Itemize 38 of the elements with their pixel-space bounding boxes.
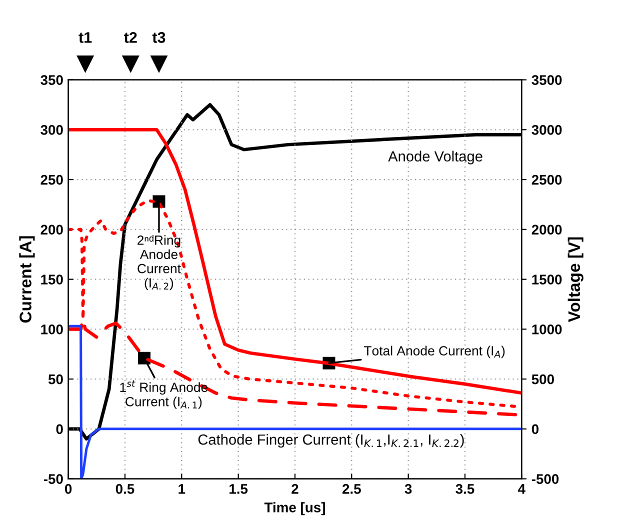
x-tick-label: 1 <box>178 484 186 494</box>
x-tick-label: 2 <box>292 484 298 494</box>
x-axis-title: Time [us] <box>264 502 325 516</box>
text: t1 <box>78 32 92 43</box>
y-tick-label: 200 <box>40 224 63 235</box>
y-axis-title: Current [A] <box>19 236 35 323</box>
y-tick-label: -50 <box>44 474 63 484</box>
y2-tick-label: -500 <box>532 474 559 484</box>
text: t2 <box>124 32 137 43</box>
y2-tick-label: 1000 <box>532 324 562 334</box>
y2-tick-label: 500 <box>532 374 554 384</box>
annotation: Anode Voltage <box>388 150 482 164</box>
x-tick-label: 0.5 <box>116 484 134 494</box>
x-tick-label: 3 <box>404 484 412 494</box>
y-tick-label: 150 <box>41 274 63 284</box>
x-tick-label: 0 <box>64 484 72 494</box>
y-tick-label: 350 <box>40 75 63 85</box>
line-series <box>68 128 522 395</box>
y2-tick-label: 3000 <box>532 125 562 135</box>
x-tick-label: 1.5 <box>230 484 248 494</box>
y-tick-label: 300 <box>40 125 63 135</box>
y2-axis-title: Voltage [V] <box>568 237 584 322</box>
annotation: Cathode Finger Current (I$_{K.1}$,I$_{K.2.1}$, I$_{K.2.2}$) <box>198 434 464 448</box>
x-tick-label: 2.5 <box>342 484 361 494</box>
y-tick-label: 100 <box>41 324 63 334</box>
text: t3 <box>152 32 166 43</box>
y2-tick-label: 2500 <box>532 174 562 185</box>
y-tick-label: 0 <box>56 424 63 434</box>
y2-tick-label: 2000 <box>532 224 562 235</box>
x-tick-label: 3.5 <box>456 484 474 494</box>
y2-tick-label: 0 <box>532 424 539 434</box>
y2-tick-label: 1500 <box>532 274 562 284</box>
x-tick-label: 4 <box>518 484 526 494</box>
y-tick-label: 250 <box>40 174 63 185</box>
y-tick-label: 50 <box>48 374 63 384</box>
annotation: Total Anode Current (I$_{A}$) <box>364 346 505 358</box>
annotation: 2ⁿᵈRing Anode Current (I$_{A.2}$) <box>138 234 181 290</box>
y2-tick-label: 3500 <box>532 75 562 85</box>
